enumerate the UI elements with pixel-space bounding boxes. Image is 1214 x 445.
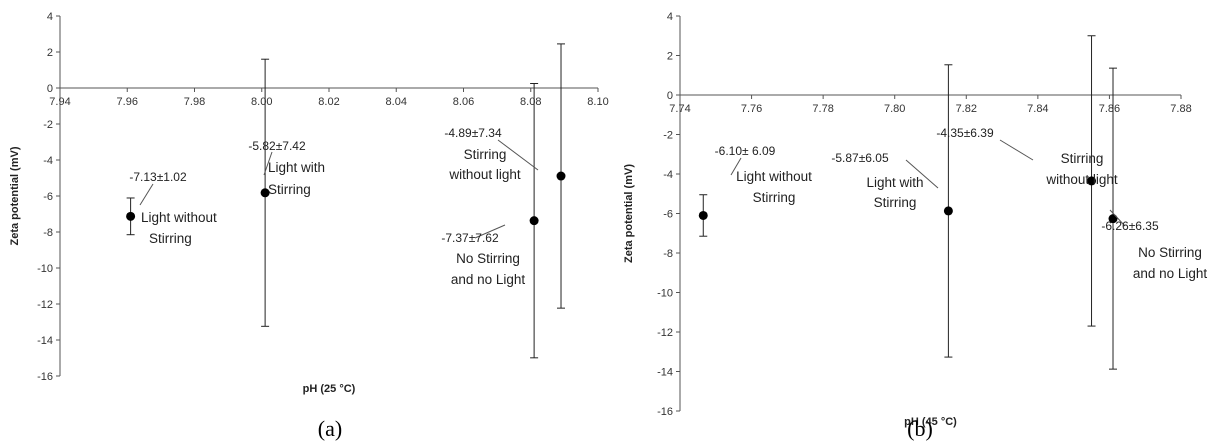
condition-label: Stirring: [464, 147, 507, 162]
value-label: -6.26±6.35: [1101, 219, 1159, 233]
y-tick-label: 2: [47, 47, 53, 59]
chart-panel-a: 4 2 0 -2 -4 -6 -8 -10 -12 -14 -16 7.94 7.96 7.98 8.00 8…: [9, 11, 609, 441]
x-axis-title: pH (45 °C): [904, 416, 957, 428]
panel-label: (b): [907, 416, 933, 441]
y-tick-label: -12: [37, 299, 53, 311]
x-tick-label: 7.78: [812, 103, 833, 115]
y-tick-label: 4: [667, 11, 673, 23]
y-tick-label: -8: [43, 227, 53, 239]
x-tick-label: 7.80: [884, 103, 905, 115]
leader-line: [730, 157, 742, 176]
y-tick-label: -14: [37, 335, 53, 347]
x-tick-label: 7.74: [669, 103, 690, 115]
condition-label: No Stirring: [1138, 245, 1202, 260]
x-tick-label: 8.08: [520, 96, 541, 108]
x-tick-label: 7.84: [1027, 103, 1048, 115]
data-point: [698, 210, 708, 220]
y-tick-label: -12: [657, 327, 673, 339]
y-tick-label: -8: [663, 248, 673, 260]
y-tick-label: 2: [667, 51, 673, 63]
x-tick-label: 7.98: [184, 96, 205, 108]
value-label: -4.89±7.34: [444, 126, 502, 140]
leader-line: [263, 151, 273, 176]
condition-label: Stirring: [874, 195, 917, 210]
leader-line: [905, 159, 939, 189]
data-point: [529, 216, 539, 226]
leader-line: [1109, 209, 1126, 227]
x-tick-label: 8.02: [318, 96, 339, 108]
panel-label: (a): [318, 416, 342, 441]
leader-line: [474, 224, 506, 239]
y-tick-label: -4: [43, 155, 53, 167]
value-label: -7.37±7.62: [441, 231, 499, 245]
x-axis-title: pH (25 °C): [303, 383, 356, 395]
y-tick-label: -2: [43, 119, 53, 131]
condition-label: Light without: [141, 210, 217, 225]
leader-line: [139, 183, 154, 206]
data-point: [1108, 214, 1118, 224]
y-tick-label: -16: [37, 371, 53, 383]
condition-label: without light: [448, 167, 521, 182]
x-tick-label: 7.96: [117, 96, 138, 108]
value-label: -6.10± 6.09: [715, 144, 776, 158]
condition-label: and no Light: [451, 272, 526, 287]
y-tick-label: -16: [657, 406, 673, 418]
condition-label: and no Light: [1133, 266, 1208, 281]
condition-label: Light with: [268, 160, 325, 175]
data-point: [260, 188, 270, 198]
x-tick-label: 7.86: [1099, 103, 1120, 115]
condition-label: Stirring: [149, 231, 192, 246]
y-tick-label: -6: [43, 191, 53, 203]
leader-line: [497, 139, 539, 171]
condition-label: Stirring: [1061, 151, 1104, 166]
x-tick-label: 7.82: [956, 103, 977, 115]
y-tick-label: -6: [663, 209, 673, 221]
x-tick-label: 7.88: [1170, 103, 1191, 115]
x-tick-label: 8.00: [251, 96, 272, 108]
y-tick-label: -14: [657, 367, 673, 379]
y-tick-label: -4: [663, 169, 673, 181]
y-axis-title: Zeta potential (mV): [9, 146, 21, 245]
condition-label: without light: [1045, 172, 1118, 187]
y-axis-title: Zeta potential (mV): [623, 164, 635, 263]
value-label: -5.82±7.42: [248, 139, 306, 153]
chart-panel-b: 4 2 0 -2 -4 -6 -8 -10 -12 -14 -16 7.74 7.76 7.78 7.80 7…: [623, 11, 1207, 441]
x-tick-label: 7.94: [49, 96, 70, 108]
y-tick-label: 4: [47, 11, 53, 23]
x-tick-label: 8.10: [587, 96, 608, 108]
leader-line: [999, 139, 1034, 161]
condition-label: No Stirring: [456, 251, 520, 266]
data-point: [943, 206, 953, 216]
data-point: [126, 211, 136, 221]
value-label: -5.87±6.05: [831, 151, 889, 165]
y-tick-label: -10: [37, 263, 53, 275]
data-point: [1087, 176, 1097, 186]
x-tick-label: 8.04: [386, 96, 407, 108]
condition-label: Stirring: [268, 182, 311, 197]
y-tick-label: -10: [657, 288, 673, 300]
y-tick-label: 0: [667, 90, 673, 102]
value-label: -4.35±6.39: [936, 126, 994, 140]
data-point: [556, 171, 566, 181]
condition-label: Stirring: [753, 190, 796, 205]
y-tick-label: -2: [663, 130, 673, 142]
y-tick-label: 0: [47, 83, 53, 95]
value-label: -7.13±1.02: [129, 170, 187, 184]
condition-label: Light without: [736, 169, 812, 184]
x-tick-label: 7.76: [741, 103, 762, 115]
x-tick-label: 8.06: [453, 96, 474, 108]
condition-label: Light with: [866, 175, 923, 190]
